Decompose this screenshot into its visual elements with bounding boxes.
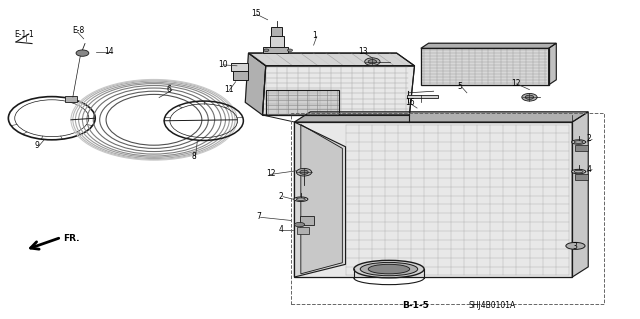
Ellipse shape — [572, 140, 586, 144]
Ellipse shape — [574, 141, 583, 143]
Bar — [271, 27, 282, 36]
Text: 4: 4 — [587, 165, 592, 174]
Ellipse shape — [296, 198, 305, 200]
Ellipse shape — [354, 260, 424, 278]
Text: 1: 1 — [312, 31, 317, 40]
Bar — [230, 63, 248, 71]
Bar — [291, 114, 604, 304]
Polygon shape — [262, 66, 415, 115]
Bar — [297, 226, 308, 234]
Text: 5: 5 — [458, 82, 462, 91]
Ellipse shape — [566, 242, 585, 249]
Text: 2: 2 — [587, 134, 592, 143]
Bar — [407, 95, 438, 98]
Polygon shape — [301, 124, 342, 274]
Circle shape — [525, 95, 534, 99]
Polygon shape — [294, 112, 588, 122]
Polygon shape — [294, 122, 346, 277]
Text: E-1-1: E-1-1 — [15, 30, 35, 39]
Text: 14: 14 — [104, 47, 114, 56]
Circle shape — [365, 58, 380, 65]
Ellipse shape — [294, 197, 308, 201]
Text: FR.: FR. — [63, 234, 80, 243]
Ellipse shape — [574, 170, 583, 173]
Ellipse shape — [360, 263, 418, 276]
Bar — [300, 216, 314, 225]
Ellipse shape — [294, 222, 305, 227]
Circle shape — [264, 49, 269, 51]
Text: SHJ4B0101A: SHJ4B0101A — [468, 301, 515, 310]
Polygon shape — [421, 43, 556, 48]
Circle shape — [296, 168, 312, 176]
Text: 7: 7 — [256, 212, 261, 221]
Bar — [575, 174, 588, 180]
Polygon shape — [548, 43, 556, 85]
Circle shape — [76, 50, 89, 56]
Bar — [269, 36, 284, 48]
Polygon shape — [65, 96, 77, 102]
Text: 15: 15 — [252, 9, 261, 18]
Text: 2: 2 — [278, 191, 284, 201]
Polygon shape — [421, 48, 548, 85]
Text: 8: 8 — [191, 152, 196, 161]
Text: E-8: E-8 — [72, 26, 84, 35]
Text: 9: 9 — [35, 141, 40, 150]
Text: B-1-5: B-1-5 — [402, 301, 429, 310]
Bar — [232, 70, 248, 80]
Bar — [262, 48, 288, 53]
Text: 12: 12 — [511, 79, 521, 88]
Circle shape — [300, 170, 308, 174]
Polygon shape — [248, 53, 415, 66]
Text: 13: 13 — [358, 47, 368, 56]
Polygon shape — [572, 112, 588, 277]
Polygon shape — [294, 122, 572, 277]
Ellipse shape — [368, 264, 410, 274]
Text: 11: 11 — [224, 85, 234, 94]
Circle shape — [368, 60, 376, 64]
Text: 4: 4 — [278, 225, 284, 234]
Text: 10: 10 — [218, 60, 227, 69]
Text: 6: 6 — [167, 85, 172, 94]
Polygon shape — [266, 90, 339, 115]
Bar — [575, 145, 588, 151]
Circle shape — [522, 93, 537, 101]
Ellipse shape — [572, 169, 586, 174]
Text: 12: 12 — [266, 169, 275, 178]
Polygon shape — [245, 53, 266, 115]
Circle shape — [287, 49, 292, 51]
Text: 3: 3 — [572, 242, 577, 251]
Text: 16: 16 — [405, 98, 415, 107]
